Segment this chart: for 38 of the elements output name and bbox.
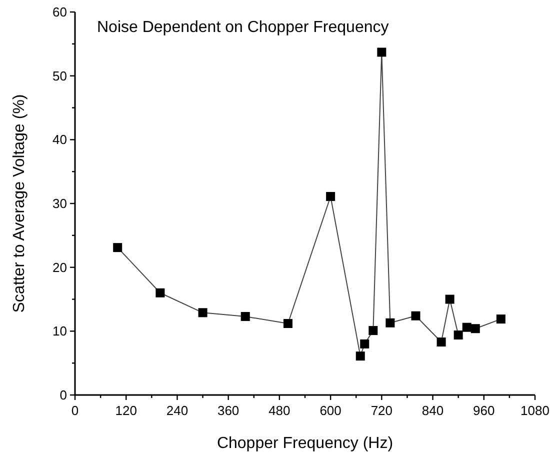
y-axis-title: Scatter to Average Voltage (%)	[11, 94, 28, 313]
y-tick-label: 60	[52, 4, 67, 20]
x-tick-label: 360	[217, 403, 240, 418]
chart-title: Noise Dependent on Chopper Frequency	[97, 19, 389, 36]
point	[113, 243, 122, 252]
x-tick-label: 960	[473, 403, 495, 418]
y-tick-label: 30	[52, 196, 67, 212]
y-tick-label: 40	[52, 132, 67, 148]
point	[156, 288, 165, 298]
point	[240, 312, 250, 321]
x-tick-label: 0	[71, 403, 79, 418]
y-tick-label: 20	[52, 260, 67, 275]
x-tick-label: 720	[370, 403, 393, 418]
point	[436, 338, 446, 347]
point	[368, 326, 378, 336]
y-tick-label: 0	[60, 388, 67, 403]
point	[283, 319, 292, 328]
x-tick-label: 120	[115, 403, 137, 418]
y-tick-label: 50	[52, 68, 67, 84]
point	[411, 311, 420, 320]
point	[470, 324, 480, 334]
point	[377, 48, 386, 57]
point	[198, 308, 208, 318]
point	[454, 330, 463, 340]
x-axis-title: Chopper Frequency (Hz)	[216, 435, 394, 452]
point	[386, 318, 395, 328]
x-tick-label: 840	[422, 403, 444, 418]
point	[496, 314, 506, 324]
x-tick-label: 240	[166, 403, 188, 418]
point	[356, 352, 365, 361]
x-tick-label: 480	[268, 403, 290, 418]
point	[360, 339, 370, 348]
y-tick-label: 10	[52, 324, 67, 339]
x-tick-label: 600	[320, 403, 342, 418]
point	[445, 294, 454, 304]
x-tick-label: 1080	[520, 403, 550, 418]
point	[326, 192, 336, 201]
point	[462, 322, 472, 332]
